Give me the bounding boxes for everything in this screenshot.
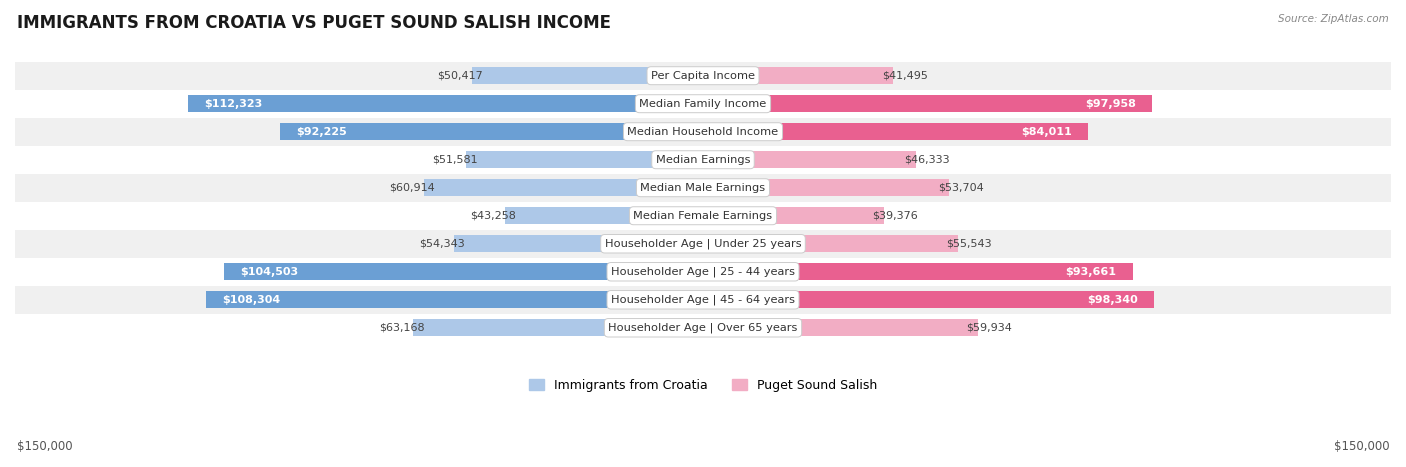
Bar <box>423 179 703 197</box>
Text: Householder Age | Under 25 years: Householder Age | Under 25 years <box>605 239 801 249</box>
Bar <box>703 235 957 253</box>
Bar <box>207 291 703 308</box>
Text: Householder Age | 45 - 64 years: Householder Age | 45 - 64 years <box>612 295 794 305</box>
Text: $43,258: $43,258 <box>470 211 516 221</box>
Text: $63,168: $63,168 <box>380 323 425 333</box>
Text: Source: ZipAtlas.com: Source: ZipAtlas.com <box>1278 14 1389 24</box>
Bar <box>703 123 1088 141</box>
Bar <box>703 95 1153 113</box>
Text: $50,417: $50,417 <box>437 71 484 81</box>
Text: IMMIGRANTS FROM CROATIA VS PUGET SOUND SALISH INCOME: IMMIGRANTS FROM CROATIA VS PUGET SOUND S… <box>17 14 610 32</box>
Bar <box>224 263 703 281</box>
Bar <box>703 179 949 197</box>
Text: $51,581: $51,581 <box>432 155 478 165</box>
Bar <box>15 146 1391 174</box>
Text: $112,323: $112,323 <box>204 99 262 109</box>
Text: Householder Age | Over 65 years: Householder Age | Over 65 years <box>609 323 797 333</box>
Text: $55,543: $55,543 <box>946 239 991 249</box>
Bar <box>413 319 703 336</box>
Bar <box>15 118 1391 146</box>
Text: Median Earnings: Median Earnings <box>655 155 751 165</box>
Legend: Immigrants from Croatia, Puget Sound Salish: Immigrants from Croatia, Puget Sound Sal… <box>523 374 883 397</box>
Bar <box>703 67 893 85</box>
Text: $98,340: $98,340 <box>1087 295 1137 305</box>
Text: $60,914: $60,914 <box>389 183 434 193</box>
Bar <box>15 202 1391 230</box>
Bar <box>505 207 703 225</box>
Text: $92,225: $92,225 <box>297 127 347 137</box>
Bar <box>454 235 703 253</box>
Text: Per Capita Income: Per Capita Income <box>651 71 755 81</box>
Bar <box>188 95 703 113</box>
Text: $46,333: $46,333 <box>904 155 949 165</box>
Text: $53,704: $53,704 <box>938 183 984 193</box>
Bar <box>703 319 979 336</box>
Text: $41,495: $41,495 <box>882 71 928 81</box>
Text: Median Male Earnings: Median Male Earnings <box>641 183 765 193</box>
Bar <box>15 230 1391 258</box>
Text: $39,376: $39,376 <box>872 211 918 221</box>
Bar <box>703 207 883 225</box>
Text: Median Female Earnings: Median Female Earnings <box>634 211 772 221</box>
Bar <box>15 174 1391 202</box>
Text: $59,934: $59,934 <box>966 323 1012 333</box>
Bar <box>15 62 1391 90</box>
Text: Householder Age | 25 - 44 years: Householder Age | 25 - 44 years <box>612 267 794 277</box>
Text: Median Family Income: Median Family Income <box>640 99 766 109</box>
Bar <box>467 151 703 169</box>
Bar <box>15 258 1391 286</box>
Text: $84,011: $84,011 <box>1022 127 1073 137</box>
Text: $150,000: $150,000 <box>17 440 73 453</box>
Text: $108,304: $108,304 <box>222 295 281 305</box>
Text: $97,958: $97,958 <box>1085 99 1136 109</box>
Text: $104,503: $104,503 <box>240 267 298 277</box>
Bar <box>15 286 1391 314</box>
Bar <box>472 67 703 85</box>
Text: $150,000: $150,000 <box>1333 440 1389 453</box>
Text: $54,343: $54,343 <box>419 239 465 249</box>
Bar <box>15 90 1391 118</box>
Text: $93,661: $93,661 <box>1066 267 1116 277</box>
Text: Median Household Income: Median Household Income <box>627 127 779 137</box>
Bar <box>703 291 1154 308</box>
Bar <box>703 263 1133 281</box>
Bar <box>703 151 915 169</box>
Bar <box>15 314 1391 342</box>
Bar <box>280 123 703 141</box>
